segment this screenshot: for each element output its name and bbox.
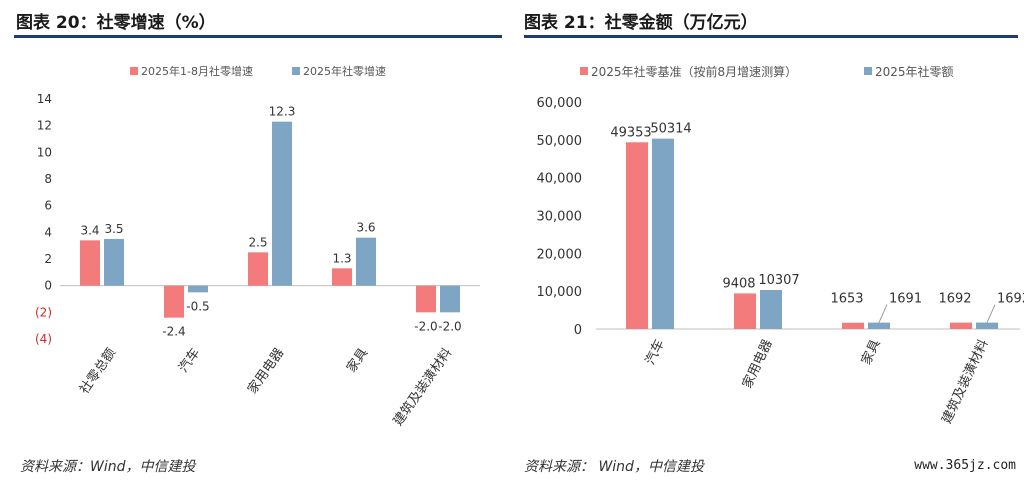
bar-1 — [842, 322, 864, 329]
data-label: 9408 — [722, 276, 755, 291]
bar-1 — [626, 142, 648, 329]
x-category-label: 家具 — [343, 345, 371, 375]
legend-swatch-2 — [292, 67, 300, 75]
data-label: 1692 — [938, 292, 971, 307]
bar-2 — [760, 290, 782, 329]
watermark: www.365jz.com — [914, 458, 1016, 473]
data-label: 1692 — [997, 292, 1024, 307]
data-label: 1.3 — [332, 251, 351, 265]
legend-swatch-2 — [864, 67, 872, 75]
data-label: -2.0 — [438, 319, 461, 333]
data-label: 49353 — [610, 125, 651, 140]
legend-label-2: 2025年社零增速 — [303, 64, 386, 78]
x-category-label: 社零总额 — [76, 345, 119, 397]
chart-title-right: 图表 21：社零金额（万亿元） — [524, 13, 758, 33]
y-tick-label: 50,000 — [537, 134, 583, 149]
bar-1 — [416, 285, 436, 313]
data-label: -2.4 — [162, 325, 185, 339]
bar-1 — [332, 268, 352, 286]
y-tick-label: 0 — [44, 279, 52, 293]
title-rule-left — [14, 35, 502, 38]
chart-title-left: 图表 20：社零增速（%） — [16, 13, 216, 33]
y-tick-label: 2 — [44, 252, 52, 266]
y-tick-label: 10,000 — [537, 285, 583, 300]
y-tick-label: 30,000 — [537, 210, 583, 225]
data-label: -0.5 — [186, 299, 209, 313]
data-label-leader — [878, 304, 888, 323]
y-tick-label: 40,000 — [537, 172, 583, 187]
y-tick-label: 10 — [37, 145, 52, 159]
y-tick-label: (4) — [35, 332, 52, 346]
bar-2 — [104, 239, 124, 286]
bar-2 — [652, 138, 674, 329]
legend-label-2: 2025年社零额 — [875, 64, 954, 79]
data-label: 2.5 — [248, 235, 267, 249]
right-panel: 图表 21：社零金额（万亿元） 2025年社零基准（按前8月增速测算） 2025年… — [520, 0, 1024, 484]
data-label: 50314 — [650, 122, 691, 137]
data-label: 12.3 — [269, 105, 296, 119]
x-category-label: 家用电器 — [739, 337, 775, 391]
legend-swatch-1 — [580, 67, 588, 75]
data-label: -2.0 — [414, 319, 437, 333]
y-tick-label: 60,000 — [537, 96, 583, 111]
data-label: 10307 — [758, 273, 799, 288]
legend-label-1: 2025年社零基准（按前8月增速测算） — [591, 64, 797, 79]
y-tick-label: 8 — [44, 172, 52, 186]
y-tick-label: 12 — [37, 119, 52, 133]
x-category-label: 汽车 — [175, 345, 203, 375]
data-label: 1691 — [889, 292, 922, 307]
legend-swatch-1 — [130, 67, 138, 75]
y-tick-label: 20,000 — [537, 247, 583, 262]
bar-1 — [248, 252, 268, 286]
title-rule-right — [524, 35, 1018, 38]
bar-chart-left: 2025年1-8月社零增速 2025年社零增速 14 12 10 8 6 4 2 0 (2) (4) 3… — [35, 64, 480, 429]
bar-2 — [440, 285, 460, 313]
data-label-leader — [986, 304, 996, 323]
source-note-right: 资料来源： Wind，中信建投 — [524, 459, 704, 475]
y-tick-label: 0 — [574, 323, 582, 338]
bar-2 — [188, 285, 208, 293]
y-tick-label: 6 — [44, 199, 52, 213]
data-label: 1653 — [830, 292, 863, 307]
y-tick-label: 14 — [37, 92, 52, 106]
bar-1 — [80, 240, 100, 286]
y-tick-label: (2) — [35, 305, 52, 319]
x-category-label: 汽车 — [642, 337, 667, 367]
bar-1 — [950, 322, 972, 329]
bar-2 — [868, 322, 890, 329]
bar-1 — [734, 293, 756, 329]
y-tick-label: 4 — [44, 225, 52, 239]
x-category-label: 建筑及装潢材料 — [939, 337, 992, 426]
bar-1 — [164, 285, 184, 318]
source-note-left: 资料来源：Wind，中信建投 — [20, 459, 196, 475]
x-category-label: 家具 — [858, 337, 883, 367]
bar-2 — [976, 322, 998, 329]
data-label: 3.5 — [104, 222, 123, 236]
legend-label-1: 2025年1-8月社零增速 — [141, 64, 253, 78]
x-category-label: 家用电器 — [244, 345, 287, 397]
bar-2 — [356, 237, 376, 286]
bar-2 — [272, 121, 292, 286]
x-category-label: 建筑及装潢材料 — [390, 345, 455, 429]
data-label: 3.6 — [356, 221, 375, 235]
data-label: 3.4 — [80, 223, 99, 237]
bar-chart-right: 2025年社零基准（按前8月增速测算） 2025年社零额 60,000 50,000 4… — [537, 64, 1024, 426]
left-panel: 图表 20：社零增速（%） 2025年1-8月社零增速 2025年社零增速 14 12… — [0, 0, 505, 484]
